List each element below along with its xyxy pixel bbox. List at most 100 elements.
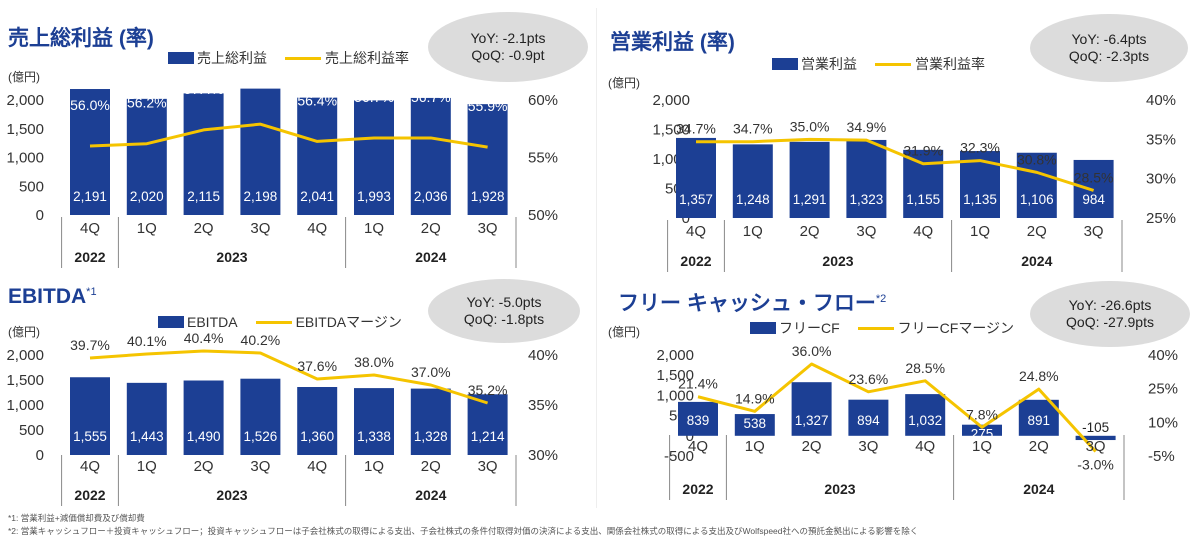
rate-label: 56.2% <box>127 95 167 111</box>
rate-label: 56.4% <box>297 92 337 108</box>
rate-line <box>89 349 489 405</box>
chart-svg: -50005001,0001,5002,000-5%10%25%40%83953… <box>656 343 1178 500</box>
bar-value-label: 1,490 <box>187 429 221 444</box>
bar-value-label: 1,328 <box>414 429 448 444</box>
year-label: 2023 <box>822 253 853 269</box>
quarter-label: 2Q <box>1027 223 1047 240</box>
quarter-label: 4Q <box>913 223 933 240</box>
rate-label: 28.5% <box>1074 169 1114 185</box>
legend-bar-swatch <box>168 52 194 64</box>
quarter-label: 4Q <box>80 220 100 237</box>
quarter-label: 1Q <box>970 223 990 240</box>
rate-label: 36.0% <box>792 343 832 359</box>
rate-label: 28.5% <box>905 360 945 376</box>
legend-line-label: EBITDAマージン <box>295 314 402 330</box>
y-tick-label: 1,000 <box>656 387 694 404</box>
quarter-label: 1Q <box>364 458 384 475</box>
quarter-label: 3Q <box>478 220 498 237</box>
bar <box>70 89 110 215</box>
quarter-label: 3Q <box>250 458 270 475</box>
chart-legend: EBITDA EBITDAマージン <box>158 312 402 332</box>
bar <box>240 88 281 215</box>
qoq-text: QoQ: -2.3pts <box>1068 48 1150 64</box>
y2-tick-label: 40% <box>528 347 558 364</box>
rate-label: 34.9% <box>847 119 887 135</box>
y-tick-label: 1,500 <box>656 367 694 384</box>
bar-value-label: 1,993 <box>357 189 391 204</box>
quarter-label: 2Q <box>194 458 214 475</box>
yoy-text: YoY: -5.0pts <box>466 294 542 310</box>
rate-line <box>696 137 1095 192</box>
y-tick-label: 500 <box>19 422 44 439</box>
quarter-label: 3Q <box>1086 438 1106 455</box>
rate-label: 56.0% <box>70 97 110 113</box>
operating-profit-chart: 営業利益 (率) 営業利益 営業利益率 YoY: -6.4pts QoQ: -2… <box>596 0 1200 275</box>
bar <box>183 380 224 455</box>
bar <box>70 377 110 455</box>
year-label: 2023 <box>216 487 247 503</box>
y2-tick-label: 40% <box>1146 92 1176 109</box>
bar <box>732 144 773 218</box>
gross-profit-chart: 売上総利益 (率) 売上総利益 売上総利益率 YoY: -2.1pts QoQ:… <box>0 0 596 275</box>
bar <box>905 394 946 436</box>
unit-label: (億円) <box>8 325 40 339</box>
year-label: 2022 <box>680 253 711 269</box>
y2-tick-label: -5% <box>1148 448 1175 465</box>
y2-tick-label: 25% <box>1146 210 1176 227</box>
y2-tick-label: 40% <box>1148 347 1178 364</box>
bar <box>846 139 887 218</box>
chart-svg: 0 500 1,000 1,500 2,000 50% 55% 60% 2,191 2,020 2,… <box>6 75 558 268</box>
quarter-label: 1Q <box>137 458 157 475</box>
bar <box>678 401 718 436</box>
quarter-label: 3Q <box>858 438 878 455</box>
footnote-1: *1: 営業利益+減価償却費及び償却費 <box>8 513 145 523</box>
legend-bar-label: EBITDA <box>187 314 238 330</box>
bar <box>1075 435 1116 441</box>
chart-title: 売上総利益 (率) <box>8 27 154 50</box>
bar-value-label: 2,115 <box>187 189 220 204</box>
bar-value-label: 1,327 <box>795 413 829 428</box>
qoq-text: QoQ: -0.9pt <box>471 47 545 63</box>
bar-value-label: 891 <box>1028 413 1051 428</box>
y2-tick-label: 25% <box>1148 381 1178 398</box>
yoy-qoq-bubble: YoY: -6.4pts QoQ: -2.3pts <box>1030 14 1188 82</box>
bar-value-label: 1,155 <box>906 192 940 207</box>
y-tick-label: 0 <box>686 428 694 445</box>
quarter-label: 4Q <box>915 438 935 455</box>
rate-label: 30.8% <box>1017 151 1057 167</box>
bar-value-label: 1,323 <box>850 192 884 207</box>
quarter-label: 3Q <box>250 220 270 237</box>
quarter-label: 4Q <box>688 438 708 455</box>
bar <box>903 149 944 218</box>
unit-label: (億円) <box>608 76 640 90</box>
legend-bar-swatch <box>158 316 184 328</box>
chart-title: フリー キャッシュ・フロー*2 <box>618 292 887 315</box>
yoy-qoq-bubble: YoY: -5.0pts QoQ: -1.8pts <box>428 279 580 343</box>
quarter-label: 3Q <box>478 458 498 475</box>
unit-label: (億円) <box>608 325 640 339</box>
rate-label: 40.2% <box>241 332 281 348</box>
free-cash-flow-chart: フリー キャッシュ・フロー*2 フリーCF フリーCFマージン YoY: -26… <box>596 275 1200 505</box>
bar <box>183 93 224 215</box>
bar-value-label: 894 <box>857 413 880 428</box>
quarter-label: 2Q <box>194 220 214 237</box>
bar-value-label: 1,357 <box>679 192 713 207</box>
bar <box>789 141 830 218</box>
quarter-label: 2Q <box>421 220 441 237</box>
bar-value-label: 275 <box>971 427 994 442</box>
rate-label: 56.7% <box>411 89 451 105</box>
y-tick-label: 1,000 <box>6 397 44 414</box>
bar <box>410 388 451 455</box>
y-tick-label: 2,000 <box>6 347 44 364</box>
bar <box>791 382 832 436</box>
year-label: 2022 <box>682 481 713 497</box>
rate-label: 57.9% <box>241 75 281 91</box>
rate-label: -3.0% <box>1077 457 1114 473</box>
y-tick-label: -500 <box>664 448 694 465</box>
quarter-label: 1Q <box>745 438 765 455</box>
legend-bar-label: 売上総利益 <box>197 50 267 66</box>
legend-line-swatch <box>285 56 321 60</box>
chart-title: 営業利益 (率) <box>610 31 735 54</box>
bar <box>354 388 394 455</box>
quarter-label: 2Q <box>1029 438 1049 455</box>
